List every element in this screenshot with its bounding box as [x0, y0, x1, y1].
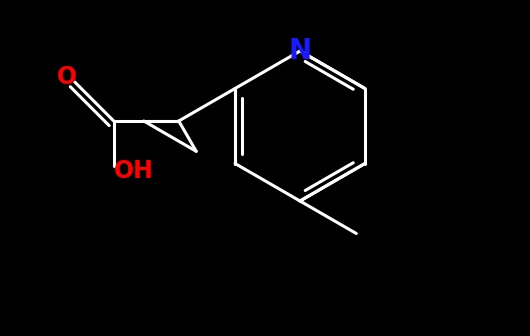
- Text: OH: OH: [114, 159, 154, 183]
- Text: N: N: [288, 37, 312, 65]
- Text: O: O: [57, 65, 77, 89]
